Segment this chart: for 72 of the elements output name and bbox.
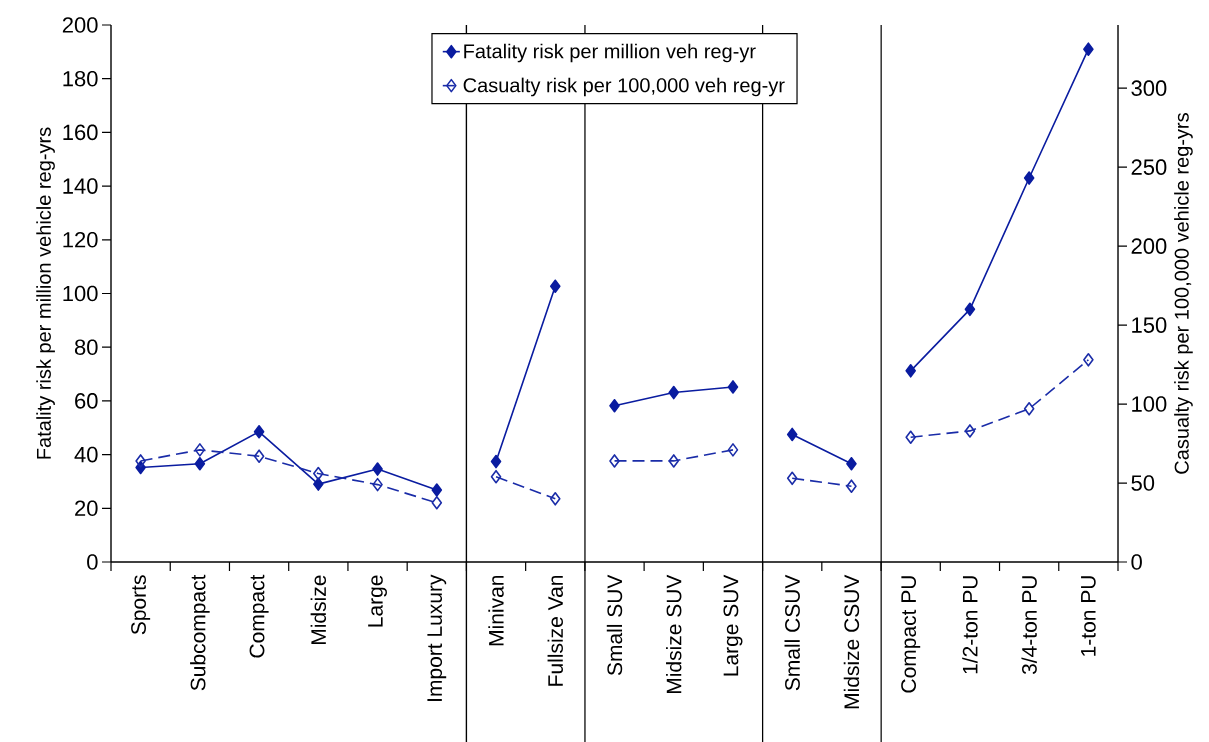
- point: [905, 364, 916, 378]
- point: [194, 443, 206, 457]
- point: [313, 477, 324, 491]
- x-tick-label: Compact: [249, 574, 269, 658]
- point: [1023, 401, 1035, 416]
- x-tick-label: Small SUV: [606, 574, 623, 676]
- point: [372, 477, 383, 492]
- y2-tick-label: 200: [1131, 238, 1167, 254]
- x-tick-label: 3/4-ton PU: [1021, 576, 1037, 675]
- x-tick-label: Import Luxury: [427, 574, 447, 701]
- point: [253, 449, 265, 463]
- y2-axis-title: Casualty risk per 100,000 vehicle reg-yrs: [1174, 113, 1193, 474]
- point: [135, 454, 146, 468]
- point: [431, 483, 443, 497]
- point: [1023, 171, 1035, 185]
- y-tick-label: 60: [75, 393, 98, 409]
- y-tick-label: 180: [63, 70, 98, 87]
- x-tick-label: Sports: [131, 575, 151, 635]
- point: [1083, 42, 1094, 56]
- y-tick-label: 20: [75, 500, 98, 517]
- y2-tick-label: 300: [1131, 80, 1167, 96]
- point: [194, 456, 206, 471]
- x-tick-label: Large SUV: [723, 574, 743, 676]
- x-tick-label: 1-ton PU: [1081, 576, 1096, 656]
- y-axis-title: Fatality risk per million vehicle reg-yrs: [36, 127, 55, 459]
- point: [786, 471, 798, 486]
- y2-tick-label: 100: [1132, 396, 1167, 412]
- point: [549, 492, 561, 506]
- x-tick-label: Midsize CSUV: [843, 574, 860, 709]
- point: [905, 430, 916, 445]
- point: [964, 424, 976, 438]
- y-tick-label: 80: [74, 339, 98, 355]
- point: [846, 479, 857, 493]
- point: [609, 398, 620, 413]
- point: [431, 495, 443, 510]
- point: [490, 454, 502, 469]
- legend-label: Fatality risk per million veh reg-yr: [464, 43, 756, 63]
- y-tick-label: 140: [63, 178, 98, 194]
- y2-tick-label: 250: [1131, 159, 1167, 175]
- point: [727, 443, 739, 457]
- point: [490, 469, 502, 484]
- point: [786, 427, 798, 442]
- point: [1083, 353, 1094, 367]
- point: [549, 279, 561, 294]
- y-tick-label: 120: [63, 232, 98, 248]
- point: [846, 456, 857, 471]
- y2-tick-label: 50: [1131, 475, 1155, 491]
- point: [253, 424, 265, 439]
- point: [727, 380, 739, 394]
- y-tick-label: 0: [87, 554, 98, 570]
- point: [313, 466, 324, 481]
- x-tick-label: Minivan: [488, 575, 504, 646]
- x-tick-label: Subcompact: [190, 574, 210, 691]
- point: [372, 462, 383, 476]
- x-tick-label: Compact PU: [901, 576, 921, 693]
- x-tick-label: Fullsize Van: [547, 575, 563, 686]
- x-tick-label: Midsize: [310, 575, 327, 644]
- y-tick-label: 40: [74, 446, 98, 463]
- y2-tick-label: 0: [1131, 554, 1142, 570]
- x-tick-label: 1/2-ton PU: [962, 576, 978, 674]
- y-tick-label: 100: [63, 285, 98, 302]
- y-tick-label: 200: [62, 17, 98, 33]
- x-tick-label: Small CSUV: [784, 574, 800, 691]
- y2-tick-label: 150: [1132, 317, 1167, 333]
- point: [609, 454, 620, 468]
- point: [668, 454, 680, 468]
- legend-label: Casualty risk per 100,000 veh reg-yr: [463, 77, 785, 97]
- point: [964, 302, 976, 317]
- x-tick-label: Midsize SUV: [666, 574, 682, 694]
- x-tick-label: Large: [368, 575, 387, 627]
- y-tick-label: 160: [63, 124, 98, 141]
- point: [668, 385, 680, 400]
